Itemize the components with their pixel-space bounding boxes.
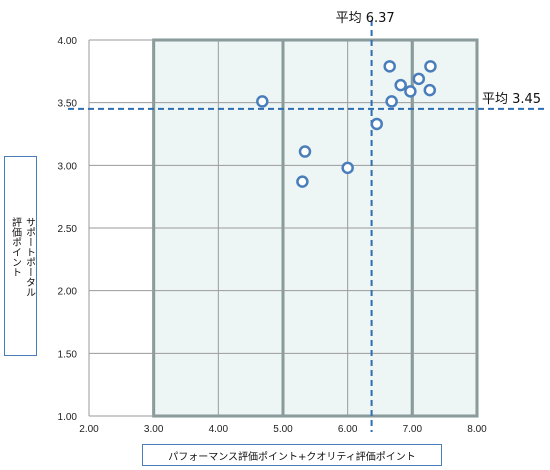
y-tick-labels: 1.00 1.50 2.00 2.50 3.00 3.50 4.00 [58, 36, 78, 423]
data-point [404, 85, 417, 98]
y-tick-label: 1.00 [58, 412, 78, 423]
data-point [341, 161, 354, 175]
y-axis-label-box: サポートポータル 評価ポイント [4, 156, 37, 356]
data-points [256, 60, 437, 188]
x-tick-labels: 2.00 3.00 4.00 5.00 6.00 7.00 8.00 [79, 424, 487, 435]
grid-lines [88, 39, 478, 417]
average-lines [68, 20, 548, 432]
y-tick-label: 2.50 [58, 224, 78, 235]
data-point [424, 60, 437, 73]
data-point [423, 83, 437, 97]
data-point [256, 95, 269, 108]
data-point [383, 60, 396, 73]
y-tick-label: 2.00 [58, 287, 78, 298]
avg-x-label: 平均 6.37 [336, 11, 395, 26]
x-tick-label: 3.00 [144, 424, 164, 435]
avg-y-label: 平均 3.45 [482, 92, 541, 107]
x-tick-label: 6.00 [338, 424, 358, 435]
data-point [296, 175, 309, 188]
data-point [385, 95, 398, 108]
y-tick-label: 4.00 [58, 36, 78, 47]
x-tick-label: 2.00 [79, 424, 99, 435]
y-tick-label: 3.00 [58, 161, 78, 172]
x-axis-label: パフォーマンス評価ポイント+クオリティ評価ポイント [142, 444, 442, 466]
y-tick-label: 3.50 [58, 99, 78, 110]
x-tick-label: 8.00 [467, 424, 487, 435]
x-tick-label: 5.00 [273, 424, 293, 435]
data-point [394, 78, 407, 92]
data-point [412, 72, 426, 86]
y-axis-label: サポートポータル 評価ポイント [9, 217, 35, 297]
x-tick-label: 4.00 [209, 424, 229, 435]
data-point [298, 145, 312, 158]
x-tick-label: 7.00 [403, 424, 423, 435]
data-point [370, 117, 384, 131]
y-tick-label: 1.50 [58, 349, 78, 360]
